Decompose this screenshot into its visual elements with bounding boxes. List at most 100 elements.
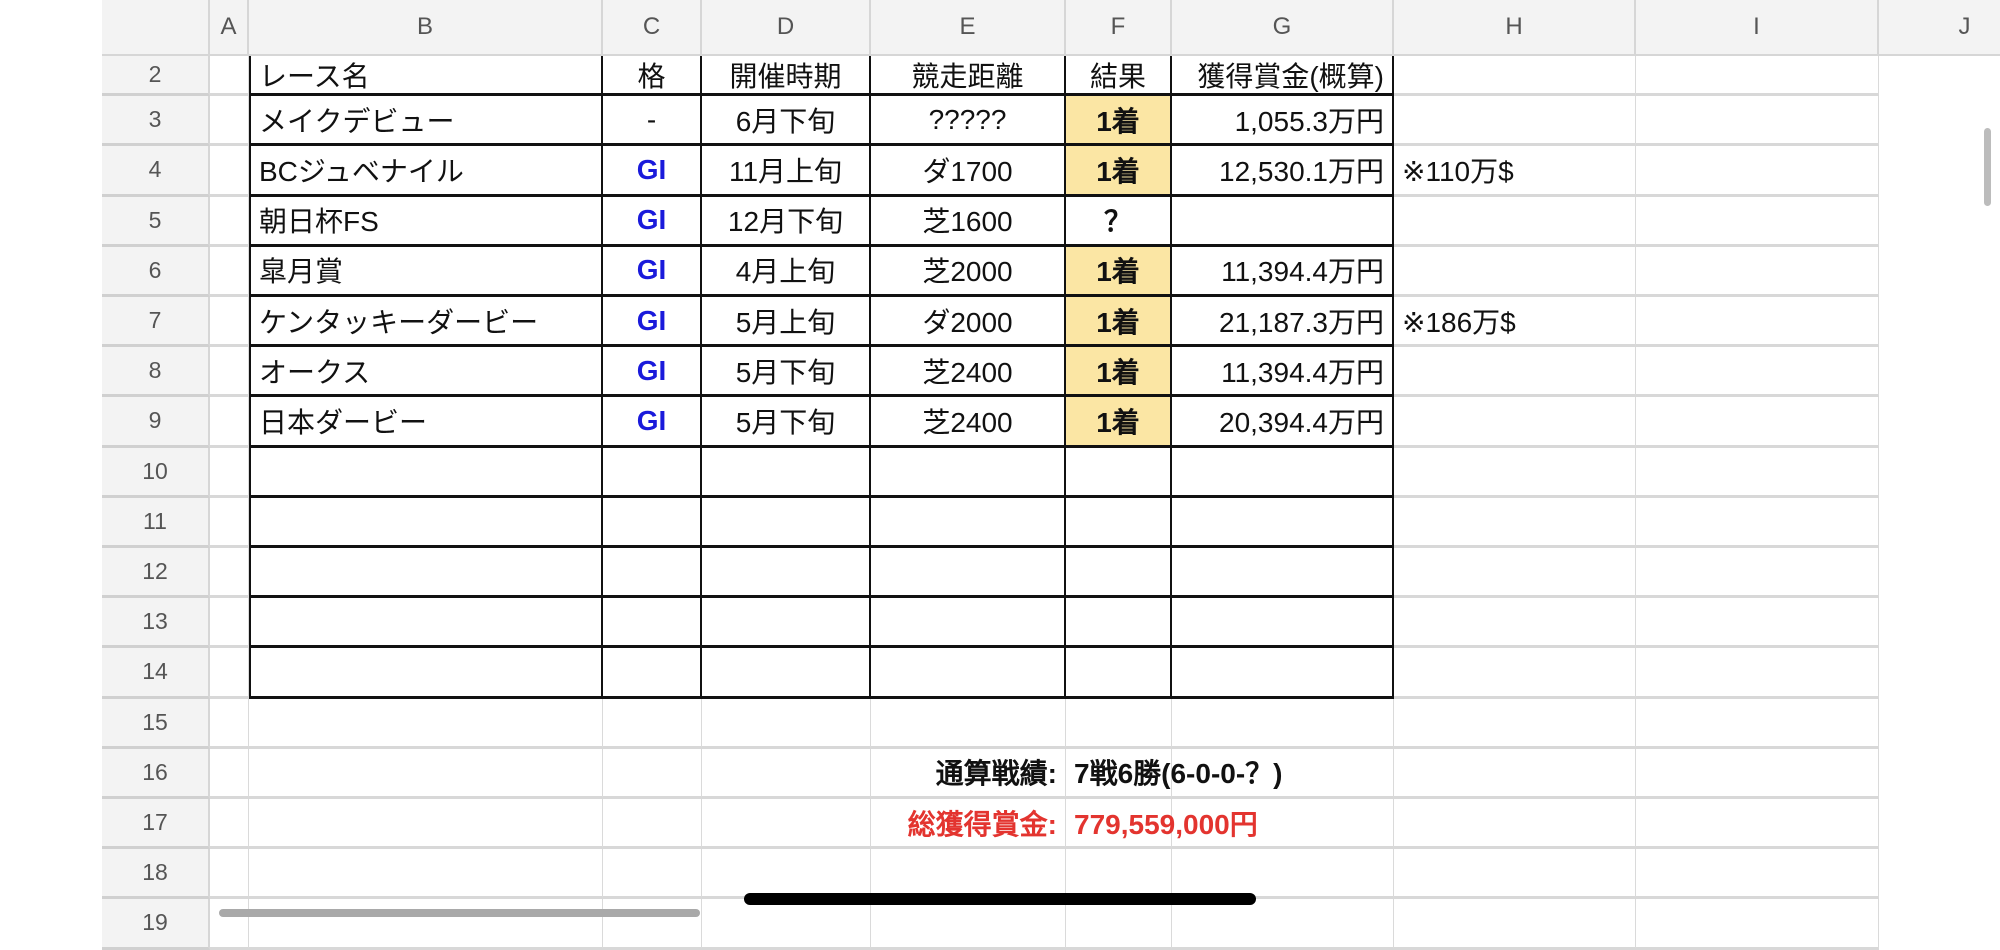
cell[interactable]: [1066, 447, 1172, 498]
column-header-a[interactable]: A: [210, 0, 249, 56]
cell[interactable]: [1636, 548, 1879, 599]
cell-prize[interactable]: 20,394.4万円: [1172, 397, 1394, 448]
row-header[interactable]: 19: [102, 899, 210, 950]
cell[interactable]: [702, 799, 871, 850]
cell[interactable]: [603, 447, 702, 498]
cell-period[interactable]: 6月下旬: [702, 96, 871, 147]
cell[interactable]: [249, 548, 603, 599]
cell[interactable]: [210, 447, 249, 498]
cell-grade[interactable]: -: [603, 96, 702, 147]
cell[interactable]: [1066, 548, 1172, 599]
cell-grade[interactable]: GI: [603, 297, 702, 348]
cell-distance[interactable]: 芝1600: [871, 196, 1066, 247]
cell[interactable]: [1172, 497, 1394, 548]
cell[interactable]: [1172, 799, 1394, 850]
record-value[interactable]: 7戦6勝(6-0-0-？): [1066, 748, 1282, 799]
cell[interactable]: [249, 899, 603, 950]
row-header[interactable]: 14: [102, 648, 210, 699]
cell-prize[interactable]: 11,394.4万円: [1172, 246, 1394, 297]
column-header-e[interactable]: E: [871, 0, 1066, 56]
cell[interactable]: [603, 548, 702, 599]
table-header-cell[interactable]: 開催時期: [702, 56, 871, 96]
cell[interactable]: [210, 56, 249, 96]
cell-prize[interactable]: 11,394.4万円: [1172, 347, 1394, 398]
cell[interactable]: [1172, 748, 1394, 799]
vertical-scrollbar[interactable]: [1984, 128, 1991, 206]
cell[interactable]: [1636, 447, 1879, 498]
cell[interactable]: [210, 96, 249, 147]
cell-period[interactable]: 5月下旬: [702, 347, 871, 398]
cell-distance[interactable]: ダ1700: [871, 146, 1066, 197]
cell[interactable]: [210, 799, 249, 850]
cell-distance[interactable]: ?????: [871, 96, 1066, 147]
column-header-g[interactable]: G: [1172, 0, 1394, 56]
cell-note[interactable]: [1394, 397, 1636, 448]
record-label[interactable]: 通算戦績:: [871, 748, 1066, 799]
column-header-d[interactable]: D: [702, 0, 871, 56]
row-header[interactable]: 18: [102, 849, 210, 900]
cell[interactable]: [1066, 698, 1172, 749]
cell-note[interactable]: ※110万$: [1394, 146, 1636, 197]
column-header-h[interactable]: H: [1394, 0, 1636, 56]
cell[interactable]: [1636, 648, 1879, 699]
cell-result[interactable]: 1着: [1066, 146, 1172, 197]
cell[interactable]: [210, 698, 249, 749]
cell-note[interactable]: [1394, 347, 1636, 398]
cell[interactable]: [1066, 497, 1172, 548]
cell[interactable]: [702, 497, 871, 548]
cell-name[interactable]: BCジュベナイル: [249, 146, 603, 197]
cell-note[interactable]: [1394, 246, 1636, 297]
cell[interactable]: [1636, 497, 1879, 548]
cell-name[interactable]: オークス: [249, 347, 603, 398]
cell[interactable]: [1394, 799, 1636, 850]
cell[interactable]: [1172, 849, 1394, 900]
cell[interactable]: [702, 447, 871, 498]
cell-note[interactable]: ※186万$: [1394, 297, 1636, 348]
column-header-j[interactable]: J: [1879, 0, 2000, 56]
corner-select-all[interactable]: [102, 0, 210, 56]
cell[interactable]: [871, 447, 1066, 498]
cell[interactable]: [871, 497, 1066, 548]
cell-prize[interactable]: 12,530.1万円: [1172, 146, 1394, 197]
cell[interactable]: [210, 397, 249, 448]
cell-result[interactable]: 1着: [1066, 246, 1172, 297]
cell[interactable]: [1636, 56, 1879, 96]
cell[interactable]: [249, 497, 603, 548]
cell[interactable]: [603, 497, 702, 548]
cell-grade[interactable]: GI: [603, 397, 702, 448]
cell-period[interactable]: 5月上旬: [702, 297, 871, 348]
cell-distance[interactable]: 芝2400: [871, 397, 1066, 448]
cell[interactable]: [1172, 648, 1394, 699]
cell[interactable]: [1636, 146, 1879, 197]
row-header[interactable]: 16: [102, 748, 210, 799]
cell[interactable]: [1636, 899, 1879, 950]
cell[interactable]: [249, 698, 603, 749]
cell[interactable]: [1394, 748, 1636, 799]
cell[interactable]: [1636, 748, 1879, 799]
cell[interactable]: [1636, 347, 1879, 398]
row-header[interactable]: 5: [102, 196, 210, 247]
cell[interactable]: [1636, 297, 1879, 348]
column-header-b[interactable]: B: [249, 0, 603, 56]
cell[interactable]: [702, 748, 871, 799]
row-header[interactable]: 11: [102, 497, 210, 548]
cell[interactable]: [1394, 899, 1636, 950]
cell[interactable]: [603, 748, 702, 799]
cell[interactable]: [702, 548, 871, 599]
cell[interactable]: [210, 347, 249, 398]
cell[interactable]: [871, 849, 1066, 900]
cell[interactable]: [1394, 648, 1636, 699]
row-header[interactable]: 13: [102, 598, 210, 649]
cell[interactable]: [1394, 548, 1636, 599]
cell[interactable]: [210, 598, 249, 649]
cell-grade[interactable]: GI: [603, 196, 702, 247]
cell-name[interactable]: メイクデビュー: [249, 96, 603, 147]
cell[interactable]: [1394, 497, 1636, 548]
cell[interactable]: [871, 548, 1066, 599]
cell[interactable]: [603, 799, 702, 850]
cell-distance[interactable]: ダ2000: [871, 297, 1066, 348]
cell-result[interactable]: 1着: [1066, 297, 1172, 348]
cell[interactable]: [1066, 598, 1172, 649]
cell[interactable]: [1394, 56, 1636, 96]
cell-name[interactable]: 朝日杯FS: [249, 196, 603, 247]
